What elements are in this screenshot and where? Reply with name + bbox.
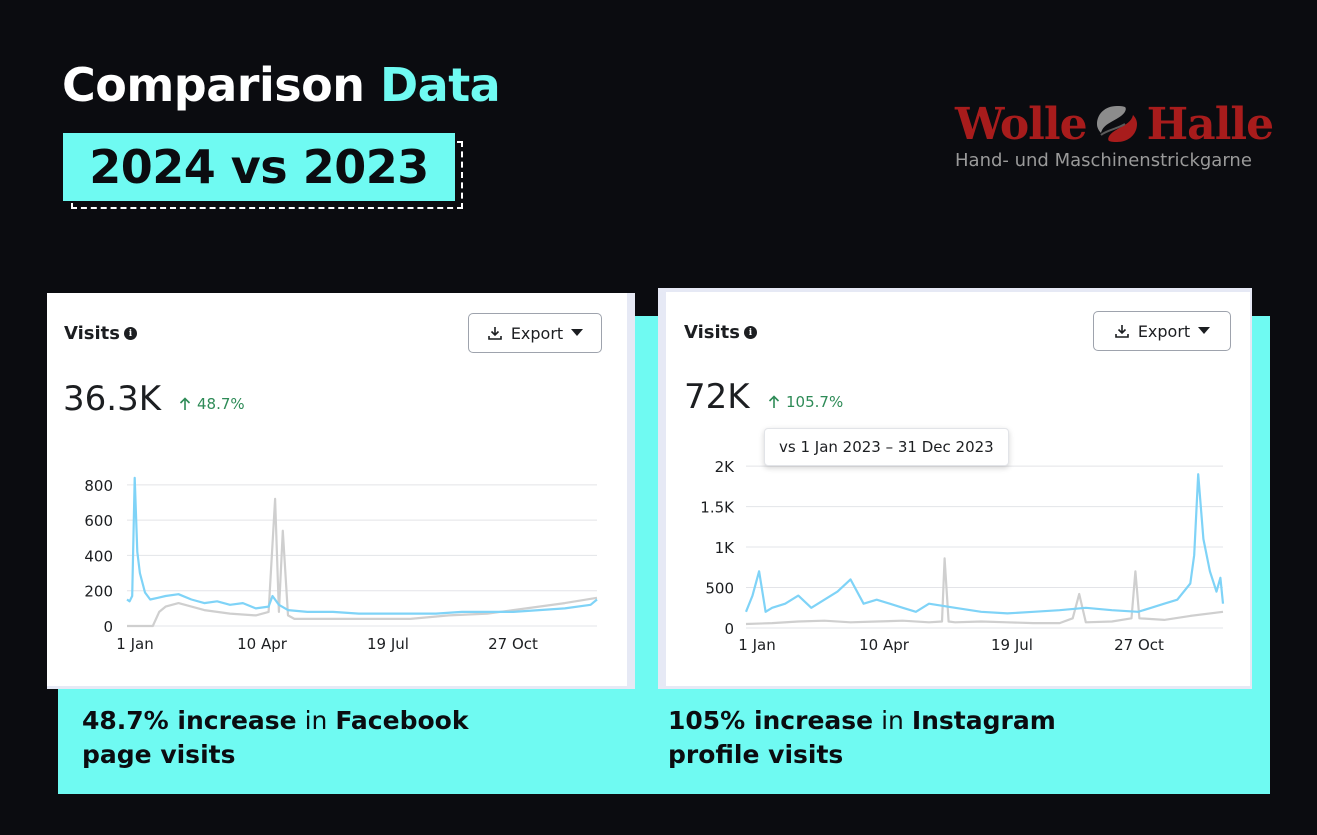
caption-subject: Instagram profile visits [668,706,1056,769]
visits-label: Visits [64,323,120,344]
card-label: Visits i [684,322,757,343]
y-tick-label: 500 [705,580,734,598]
comparison-tooltip: vs 1 Jan 2023 – 31 Dec 2023 [764,428,1009,466]
arrow-up-icon [768,395,780,408]
arrow-up-icon [179,397,191,410]
growth-percent: 105.7% [786,393,844,411]
x-tick-label: 1 Jan [738,636,775,654]
instagram-visits-chart: 2K 1.5K 1K 500 01 Jan 10 Apr 19 Jul 27 Oct [700,458,1225,654]
yarn-ball-icon [1091,102,1143,146]
growth-indicator: 48.7% [179,395,245,413]
series-line-2024 [744,473,1225,615]
info-icon[interactable]: i [744,326,757,339]
y-tick-label: 0 [724,620,734,638]
total-visits-value: 36.3K [63,379,161,419]
caption-subject: Facebook page visits [82,706,469,769]
y-tick-label: 800 [84,477,113,495]
caption-connector: in [873,706,912,735]
y-tick-label: 2K [715,458,736,476]
logo-word1: Wolle [955,98,1088,150]
export-button[interactable]: Export [1093,311,1231,351]
logo-word2: Halle [1146,98,1275,150]
series-line-2024 [126,476,598,615]
y-tick-label: 0 [103,618,113,636]
logo-tagline: Hand- und Maschinenstrickgarne [955,150,1252,171]
y-tick-label: 1K [715,539,736,557]
x-tick-label: 1 Jan [116,635,153,653]
title-accent: Data [379,58,501,112]
y-tick-label: 200 [84,583,113,601]
x-tick-label: 10 Apr [237,635,288,653]
facebook-visits-chart: 800 600 400 200 01 Jan 10 Apr 19 Jul 27 Oct [84,476,598,653]
series-line-2023 [745,557,1224,626]
instagram-caption: 105% increase in Instagram profile visit… [668,704,1088,772]
growth-percent: 48.7% [197,395,245,413]
subtitle-badge: 2024 vs 2023 [63,133,467,213]
visits-label: Visits [684,322,740,343]
caret-down-icon [571,329,584,336]
y-tick-label: 400 [84,547,113,565]
caption-highlight: 48.7% increase [82,706,297,735]
title-part1: Comparison [62,58,365,112]
facebook-caption: 48.7% increase in Facebook page visits [82,704,502,772]
caret-down-icon [1198,327,1211,334]
x-tick-label: 27 Oct [1114,636,1164,654]
growth-indicator: 105.7% [768,393,843,411]
y-tick-label: 600 [84,512,113,530]
x-tick-label: 10 Apr [859,636,910,654]
logo-wordmark: Wolle Halle [955,98,1275,150]
caption-highlight: 105% increase [668,706,874,735]
total-visits-value: 72K [684,377,750,417]
brand-logo: Wolle Halle Hand- und Maschinenstrickgar… [953,98,1274,178]
series-line-2023 [127,497,598,628]
facebook-visits-card: Visits i Export 36.3K 48.7% 800 600 400 200… [47,293,627,686]
download-icon [488,327,502,340]
export-label: Export [1137,321,1191,341]
subtitle: 2024 vs 2023 [63,133,455,201]
info-icon[interactable]: i [124,327,137,340]
instagram-visits-card: Visits i Export 72K 105.7% 2K 1.5K 1K 500 0 1… [666,292,1250,686]
caption-connector: in [296,706,336,735]
export-label: Export [510,323,564,343]
x-tick-label: 19 Jul [991,636,1033,654]
download-icon [1115,325,1129,338]
card-label: Visits i [64,323,137,344]
export-button[interactable]: Export [468,313,602,353]
x-tick-label: 27 Oct [488,635,538,653]
y-tick-label: 1.5K [700,499,735,517]
x-tick-label: 19 Jul [367,635,409,653]
page-title: Comparison Data [62,58,501,112]
